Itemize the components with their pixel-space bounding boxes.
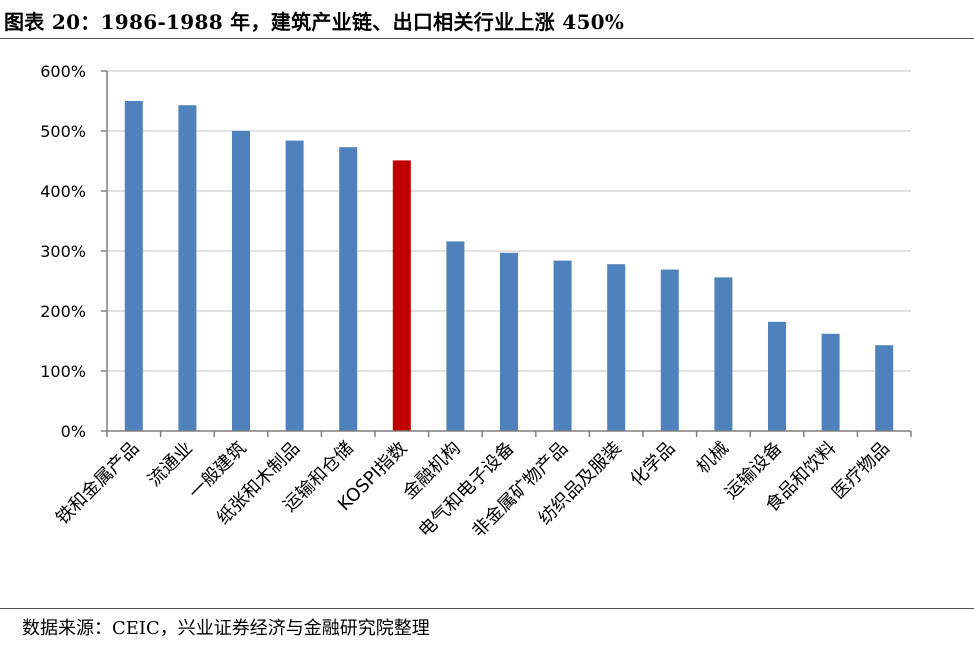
y-tick-label: 100%: [40, 362, 86, 381]
bar: [285, 140, 304, 431]
bar: [714, 277, 733, 431]
y-tick-label: 0%: [61, 422, 86, 441]
y-tick-label: 500%: [40, 122, 86, 141]
bar: [875, 345, 894, 431]
x-tick-label: 机械: [693, 438, 733, 478]
x-tick-label: 化学品: [626, 438, 679, 491]
x-axis-ticks: 铁和金属产品 流通业一般建筑纸张和木制品运输和仓储KOSPI指数金融机构电气和电子…: [52, 438, 894, 542]
y-tick-label: 200%: [40, 302, 86, 321]
bar-chart: 0% 100% 200% 300% 400% 500% 600% 铁和金属产品 流通业一般建筑…: [40, 62, 912, 542]
y-tick-label: 400%: [40, 182, 86, 201]
bar: [124, 101, 143, 431]
bar: [821, 333, 840, 431]
bar: [768, 321, 786, 431]
figure-title: 图表 20：1986-1988 年，建筑产业链、出口相关行业上涨 450%: [4, 10, 625, 34]
y-axis-ticks: 0% 100% 200% 300% 400% 500% 600%: [40, 62, 86, 441]
bar: [232, 131, 250, 431]
bar: [500, 252, 518, 431]
bars: [124, 101, 894, 431]
x-tick-label: 医疗物品: [828, 438, 894, 504]
bar: [553, 260, 572, 431]
y-tick-label: 600%: [40, 62, 86, 81]
x-tick-label: 非金属矿物产品: [468, 438, 572, 542]
bar: [339, 147, 358, 431]
bar: [607, 264, 626, 431]
source-note: 数据来源：CEIC，兴业证券经济与金融研究院整理: [22, 618, 430, 639]
bar: [392, 160, 411, 431]
x-tick-label: 电气和电子设备: [415, 438, 519, 542]
y-tick-label: 300%: [40, 242, 86, 261]
bar: [446, 241, 465, 431]
x-tick-label: 铁和金属产品: [52, 438, 143, 529]
bar: [660, 269, 679, 431]
axes: [101, 70, 912, 437]
source-rule: [0, 608, 974, 609]
bar: [178, 105, 197, 431]
title-rule: [0, 38, 974, 39]
x-tick-label: 流通业: [144, 438, 197, 491]
